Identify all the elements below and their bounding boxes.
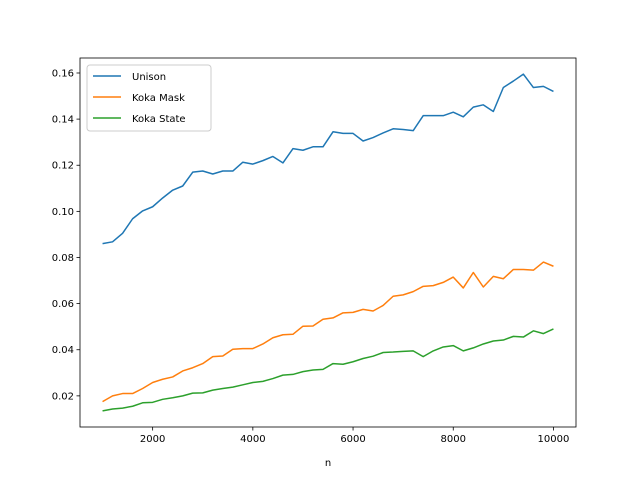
series-layer — [102, 73, 554, 412]
y-tick-label: 0.02 — [52, 391, 74, 402]
axes-layer: 2000 4000 6000 8000 10000 0.02 0.04 0.06 0.08 0.1… — [52, 57, 577, 445]
legend-box — [86, 64, 212, 132]
x-tick-label: 2000 — [140, 434, 165, 445]
series-line-unison — [102, 73, 554, 245]
y-tick-label: 0.14 — [52, 115, 74, 126]
y-tick-label: 0.12 — [52, 161, 74, 172]
y-tick-label: 0.08 — [52, 253, 74, 264]
series-line-koka-state — [102, 328, 554, 412]
legend-label-koka-state: Koka State — [132, 114, 186, 125]
y-tick-label: 0.04 — [52, 345, 74, 356]
x-tick-label: 8000 — [441, 434, 466, 445]
series-line-koka-mask — [102, 261, 554, 403]
y-tick-label: 0.16 — [52, 68, 74, 79]
legend-label-unison: Unison — [132, 72, 166, 83]
axes-frame — [79, 57, 577, 428]
x-axis-label: n — [325, 458, 331, 469]
legend-label-koka-mask: Koka Mask — [132, 93, 185, 104]
x-tick-label: 4000 — [240, 434, 265, 445]
x-tick-label: 10000 — [538, 434, 570, 445]
y-tick-label: 0.10 — [52, 207, 74, 218]
x-tick-label: 6000 — [340, 434, 365, 445]
legend: Unison Koka Mask Koka State — [86, 64, 212, 132]
y-tick-label: 0.06 — [52, 299, 74, 310]
